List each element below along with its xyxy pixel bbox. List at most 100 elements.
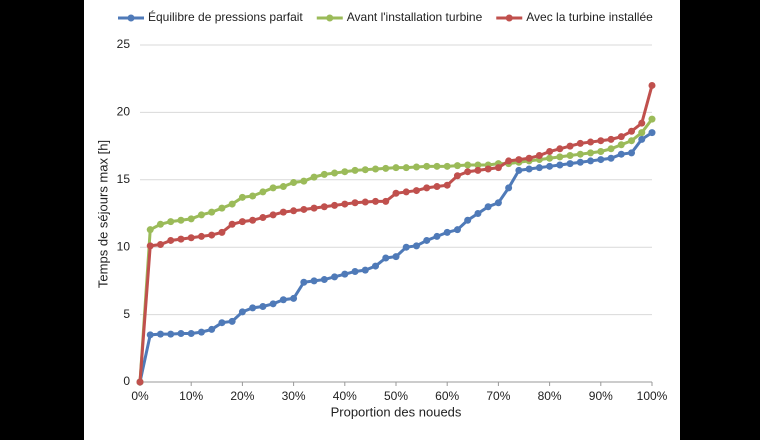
data-point (279, 296, 287, 304)
data-point (249, 216, 257, 224)
data-point (617, 150, 625, 158)
data-point (259, 303, 267, 311)
data-point (228, 200, 236, 208)
data-point (402, 188, 410, 196)
data-point (484, 165, 492, 173)
y-tick-label: 10 (117, 239, 131, 253)
data-point (156, 330, 164, 338)
data-point (505, 184, 513, 192)
data-point (423, 184, 431, 192)
data-point (474, 161, 482, 169)
data-point (331, 273, 339, 281)
data-point (300, 205, 308, 213)
data-point (177, 329, 185, 337)
data-point (535, 152, 543, 160)
data-point (341, 168, 349, 176)
data-point (433, 183, 441, 191)
data-point (361, 198, 369, 206)
x-axis-label: Proportion des noueds (331, 404, 462, 419)
data-point (576, 139, 584, 147)
data-point (484, 203, 492, 211)
x-tick-label: 10% (179, 389, 203, 403)
data-point (167, 218, 175, 226)
data-point (228, 220, 236, 228)
data-point (146, 331, 154, 339)
data-point (556, 161, 564, 169)
data-point (167, 236, 175, 244)
data-point (187, 215, 195, 223)
data-point (648, 115, 656, 123)
data-point (238, 308, 246, 316)
data-point (249, 192, 257, 200)
data-point (607, 145, 615, 153)
data-point (156, 220, 164, 228)
data-point (320, 170, 328, 178)
data-point (587, 157, 595, 165)
data-point (341, 200, 349, 208)
data-point (382, 164, 390, 172)
legend-marker (505, 14, 513, 22)
data-point (351, 267, 359, 275)
data-point (505, 157, 513, 165)
data-point (648, 81, 656, 89)
data-point (156, 241, 164, 249)
x-tick-label: 70% (486, 389, 510, 403)
data-point (382, 197, 390, 205)
data-point (249, 304, 257, 312)
data-point (402, 243, 410, 251)
data-point (331, 201, 339, 209)
data-point (607, 135, 615, 143)
data-point (238, 193, 246, 201)
data-point (208, 325, 216, 333)
data-point (453, 226, 461, 234)
legend-label: Équilibre de pressions parfait (148, 9, 303, 24)
data-point (412, 163, 420, 171)
data-point (638, 129, 646, 137)
y-axis-label: Temps de séjours max [h] (95, 140, 110, 288)
data-point (597, 156, 605, 164)
data-point (412, 242, 420, 250)
data-point (525, 154, 533, 162)
data-point (372, 165, 380, 173)
data-point (474, 210, 482, 217)
data-point (546, 147, 554, 155)
data-point (556, 145, 564, 153)
data-point (238, 218, 246, 226)
data-point (494, 164, 502, 172)
data-point (310, 277, 318, 285)
data-point (566, 152, 574, 160)
data-point (453, 162, 461, 170)
x-tick-label: 100% (637, 389, 668, 403)
data-point (453, 172, 461, 180)
data-point (361, 266, 369, 274)
data-point (443, 181, 451, 189)
data-point (177, 216, 185, 224)
x-tick-label: 0% (131, 389, 149, 403)
data-point (290, 294, 298, 302)
x-tick-label: 90% (589, 389, 613, 403)
data-point (187, 329, 195, 337)
data-point (361, 166, 369, 174)
data-point (464, 161, 472, 169)
data-point (331, 169, 339, 177)
data-point (464, 168, 472, 176)
data-point (464, 216, 472, 224)
data-point (351, 166, 359, 174)
data-point (341, 270, 349, 278)
data-point (443, 162, 451, 170)
data-point (208, 208, 216, 216)
data-point (556, 153, 564, 161)
data-point (628, 149, 636, 157)
data-point (546, 162, 554, 170)
data-point (638, 135, 646, 143)
data-point (617, 141, 625, 149)
data-point (208, 231, 216, 239)
data-point (290, 178, 298, 186)
data-point (638, 119, 646, 127)
data-point (535, 164, 543, 172)
data-point (412, 187, 420, 195)
data-point (279, 183, 287, 191)
data-point (372, 197, 380, 205)
data-point (382, 254, 390, 262)
y-tick-label: 25 (117, 37, 131, 51)
